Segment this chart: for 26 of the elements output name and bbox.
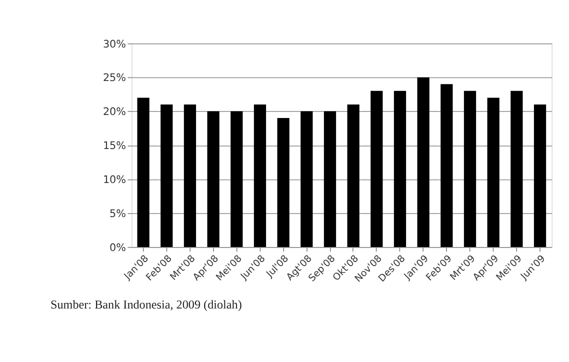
bar: [487, 98, 500, 247]
bar: [207, 111, 220, 247]
bar: [510, 90, 523, 247]
bar: [534, 104, 546, 247]
bar: [324, 111, 336, 247]
bar: [370, 90, 383, 247]
y-tick-label: 30%: [102, 38, 126, 50]
bar: [230, 111, 243, 247]
bar: [160, 104, 173, 247]
bar: [394, 90, 406, 247]
y-tick-label: 25%: [102, 72, 126, 84]
y-tick-label: 20%: [102, 106, 126, 118]
y-tick-label: 0%: [110, 242, 126, 254]
y-tick-label: 10%: [102, 174, 126, 186]
bar: [277, 118, 290, 247]
text: Sumber: Bank Indonesia, 2009 (diolah): [50, 297, 242, 312]
bar: [254, 104, 266, 247]
bar: [347, 104, 360, 247]
bar: [440, 84, 453, 247]
bar: [300, 111, 313, 247]
bar: [184, 104, 196, 247]
y-tick-label: 5%: [110, 208, 126, 220]
bar: [464, 90, 476, 247]
bar: [417, 77, 430, 247]
y-tick-label: 15%: [102, 140, 126, 152]
bar: [137, 98, 150, 247]
